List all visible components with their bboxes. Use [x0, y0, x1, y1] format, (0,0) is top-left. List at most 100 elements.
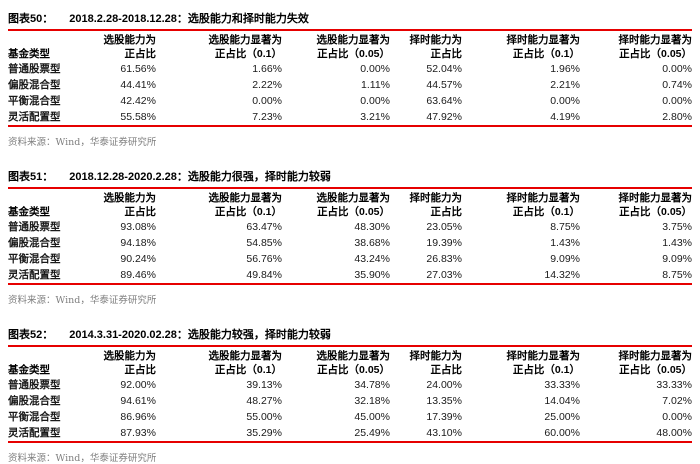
table-cell: 87.93%: [120, 427, 156, 439]
table-row: 平衡混合型 90.24% 56.76% 43.24% 26.83% 9.09% …: [8, 251, 692, 267]
figure-label: 图表50：: [8, 13, 54, 25]
header-row-1: 选股能力为 选股能力显著为 选股能力显著为 择时能力为 择时能力显著为 择时能力…: [8, 349, 693, 363]
table-cell: 92.00%: [120, 379, 156, 391]
column-header: 正占比（0.05）: [317, 206, 390, 218]
table-cell: 63.47%: [246, 221, 282, 233]
table-cell: 19.39%: [426, 237, 462, 249]
fund-type-cell: 普通股票型: [8, 221, 61, 233]
table-cell: 33.33%: [544, 379, 580, 391]
table-row: 平衡混合型 86.96% 55.00% 45.00% 17.39% 25.00%…: [8, 409, 692, 425]
fund-ability-table: 选股能力为 选股能力显著为 选股能力显著为 择时能力为 择时能力显著为 择时能力…: [8, 191, 692, 285]
table-cell: 2.80%: [662, 111, 692, 123]
column-header: 择时能力为: [409, 350, 463, 362]
table-cell: 0.00%: [662, 411, 692, 423]
fund-type-cell: 平衡混合型: [8, 95, 61, 107]
table-cell: 94.61%: [120, 395, 156, 407]
table-cell: 0.74%: [662, 79, 692, 91]
table-row: 普通股票型 92.00% 39.13% 34.78% 24.00% 33.33%…: [8, 377, 692, 393]
column-header: 选股能力为: [103, 350, 157, 362]
table-cell: 55.58%: [120, 111, 156, 123]
column-header: 选股能力显著为: [316, 192, 391, 204]
column-header: 正占比: [430, 206, 463, 218]
table-cell: 34.78%: [354, 379, 390, 391]
table-cell: 56.76%: [246, 253, 282, 265]
table-cell: 24.00%: [426, 379, 462, 391]
column-header-fund-type: 基金类型: [8, 48, 50, 60]
column-header: 正占比（0.1）: [214, 364, 282, 376]
table-row: 偏股混合型 94.18% 54.85% 38.68% 19.39% 1.43% …: [8, 235, 692, 251]
column-header-spacer: [8, 349, 100, 363]
column-header: 择时能力显著为: [506, 192, 581, 204]
column-header: 正占比（0.1）: [214, 206, 282, 218]
column-header: 选股能力为: [103, 192, 157, 204]
table-cell: 94.18%: [120, 237, 156, 249]
table-cell: 3.75%: [662, 221, 692, 233]
table-row: 灵活配置型 55.58% 7.23% 3.21% 47.92% 4.19% 2.…: [8, 109, 692, 126]
table-row: 偏股混合型 94.61% 48.27% 32.18% 13.35% 14.04%…: [8, 393, 692, 409]
table-cell: 43.10%: [426, 427, 462, 439]
table-cell: 49.84%: [246, 269, 282, 281]
figure-title-text: 2018.2.28-2018.12.28：选股能力和择时能力失效: [69, 13, 309, 25]
column-header: 正占比（0.1）: [512, 364, 580, 376]
fund-type-cell: 偏股混合型: [8, 395, 61, 407]
table-cell: 9.09%: [550, 253, 580, 265]
column-header: 择时能力显著为: [506, 34, 581, 46]
table-cell: 17.39%: [426, 411, 462, 423]
table-cell: 8.75%: [550, 221, 580, 233]
column-header: 择时能力显著为: [506, 350, 581, 362]
column-header: 选股能力显著为: [208, 350, 283, 362]
table-cell: 33.33%: [656, 379, 692, 391]
table-cell: 4.19%: [550, 111, 580, 123]
table-cell: 45.00%: [354, 411, 390, 423]
table-cell: 9.09%: [662, 253, 692, 265]
fund-type-cell: 普通股票型: [8, 63, 61, 75]
table-cell: 3.21%: [360, 111, 390, 123]
column-header: 选股能力显著为: [316, 34, 391, 46]
figure-block-50: 图表50： 2018.2.28-2018.12.28：选股能力和择时能力失效 选股…: [8, 9, 692, 148]
table-cell: 35.90%: [354, 269, 390, 281]
column-header: 选股能力显著为: [208, 34, 283, 46]
column-header: 正占比（0.05）: [619, 364, 692, 376]
table-row: 普通股票型 61.56% 1.66% 0.00% 52.04% 1.96% 0.…: [8, 61, 692, 77]
column-header: 正占比: [430, 364, 463, 376]
fund-ability-table: 选股能力为 选股能力显著为 选股能力显著为 择时能力为 择时能力显著为 择时能力…: [8, 349, 692, 443]
column-header: 正占比（0.05）: [619, 48, 692, 60]
column-header: 择时能力为: [409, 192, 463, 204]
column-header: 正占比（0.05）: [317, 48, 390, 60]
column-header: 正占比: [430, 48, 463, 60]
table-cell: 26.83%: [426, 253, 462, 265]
table-row: 平衡混合型 42.42% 0.00% 0.00% 63.64% 0.00% 0.…: [8, 93, 692, 109]
table-cell: 0.00%: [662, 95, 692, 107]
table-cell: 0.00%: [360, 95, 390, 107]
table-cell: 54.85%: [246, 237, 282, 249]
figure-title: 图表51： 2018.12.28-2020.2.28：选股能力很强，择时能力较弱: [8, 167, 692, 189]
table-cell: 1.43%: [662, 237, 692, 249]
table-cell: 2.21%: [550, 79, 580, 91]
column-header: 正占比: [124, 364, 157, 376]
table-cell: 7.02%: [662, 395, 692, 407]
fund-type-cell: 灵活配置型: [8, 269, 61, 281]
header-row-2: 基金类型 正占比 正占比（0.1） 正占比（0.05） 正占比 正占比（0.1）…: [8, 363, 692, 377]
table-cell: 14.32%: [544, 269, 580, 281]
table-cell: 25.00%: [544, 411, 580, 423]
table-cell: 1.66%: [252, 63, 282, 75]
table-cell: 1.11%: [361, 79, 390, 91]
table-cell: 2.22%: [252, 79, 282, 91]
source-note: 资料来源：Wind，华泰证券研究所: [8, 453, 157, 464]
table-row: 灵活配置型 89.46% 49.84% 35.90% 27.03% 14.32%…: [8, 267, 692, 284]
source-note: 资料来源：Wind，华泰证券研究所: [8, 295, 157, 306]
table-cell: 52.04%: [426, 63, 462, 75]
column-header: 正占比: [124, 206, 157, 218]
table-cell: 23.05%: [426, 221, 462, 233]
figure-label: 图表52：: [8, 329, 54, 341]
figure-title-text: 2014.3.31-2020.02.28：选股能力较强，择时能力较弱: [69, 329, 331, 341]
table-cell: 86.96%: [120, 411, 156, 423]
table-cell: 60.00%: [544, 427, 580, 439]
figure-title-text: 2018.12.28-2020.2.28：选股能力很强，择时能力较弱: [69, 171, 331, 183]
column-header: 选股能力显著为: [316, 350, 391, 362]
figure-block-51: 图表51： 2018.12.28-2020.2.28：选股能力很强，择时能力较弱 …: [8, 167, 692, 306]
table-cell: 48.27%: [246, 395, 282, 407]
table-cell: 44.57%: [426, 79, 462, 91]
table-cell: 0.00%: [550, 95, 580, 107]
column-header: 正占比（0.1）: [512, 48, 580, 60]
